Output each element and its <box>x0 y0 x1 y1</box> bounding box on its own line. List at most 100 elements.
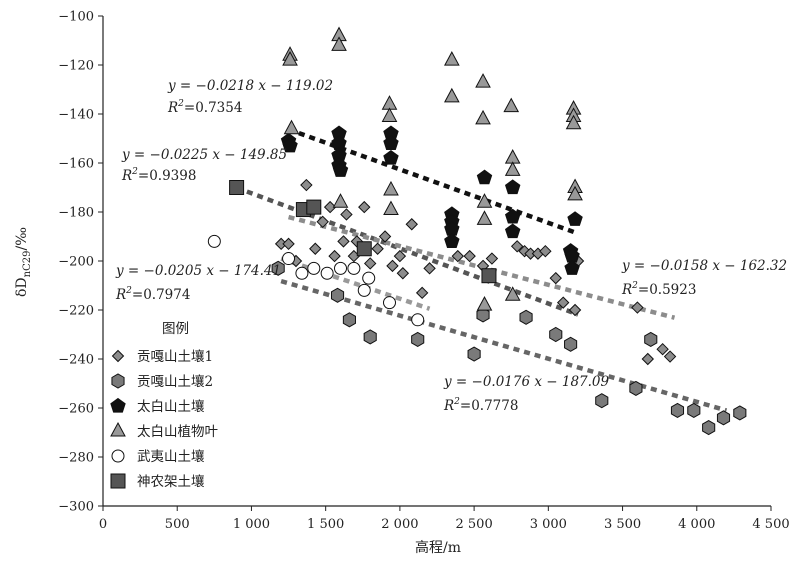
legend-marker-5 <box>111 449 125 463</box>
series-2 <box>271 260 747 436</box>
y-tick-label: −140 <box>58 108 94 123</box>
data-point <box>371 242 384 255</box>
data-point <box>342 312 356 328</box>
legend-label-6: 神农架土壤 <box>137 473 205 490</box>
data-point <box>378 230 392 243</box>
data-point <box>504 223 521 239</box>
equation-label-4: y = −0.0158 x − 162.32 <box>621 258 787 274</box>
data-point <box>539 244 552 258</box>
data-point <box>564 260 580 275</box>
data-point <box>332 162 349 177</box>
equation-label-5: y = −0.0176 x − 187.09 <box>443 374 610 390</box>
data-point <box>207 234 221 248</box>
data-point <box>476 210 493 225</box>
data-point <box>358 200 371 214</box>
data-point <box>595 393 609 409</box>
trendline-3 <box>280 256 431 311</box>
data-point <box>383 149 399 165</box>
legend-marker-1 <box>111 349 125 363</box>
data-point <box>504 149 521 164</box>
x-tick-label: 4 500 <box>752 517 789 532</box>
y-tick-label: −200 <box>58 255 94 270</box>
r2-value-4: =0.5923 <box>638 282 697 298</box>
data-point <box>383 200 399 216</box>
data-point <box>503 97 520 113</box>
r2-value-2: =0.9398 <box>138 168 197 184</box>
data-point <box>283 119 300 135</box>
data-point <box>386 259 399 273</box>
data-point <box>337 235 350 248</box>
r2-sup-4: 2 <box>631 281 638 291</box>
x-ticks: 0 500 1 000 1 500 2 000 2 500 3 000 3 500 4 000 4… <box>99 506 790 532</box>
data-point <box>568 303 582 317</box>
x-tick-label: 2 500 <box>456 517 493 532</box>
r2-value-1: =0.7354 <box>184 100 243 116</box>
data-point <box>363 257 377 270</box>
data-point <box>687 402 701 419</box>
legend-marker-4 <box>110 421 126 437</box>
data-point <box>309 242 322 255</box>
legend-marker-3 <box>110 397 126 413</box>
data-point <box>411 331 425 347</box>
data-point <box>518 244 531 258</box>
r2-letter-4: R <box>621 282 632 298</box>
r2-sup-1: 2 <box>177 99 184 109</box>
data-point <box>316 215 329 229</box>
r2-label-5: R2=0.7778 <box>443 397 518 414</box>
data-point <box>476 307 490 323</box>
data-point <box>383 135 399 150</box>
data-point <box>567 185 583 201</box>
data-point <box>444 51 460 66</box>
data-point <box>641 352 654 366</box>
data-point <box>393 249 407 263</box>
data-point <box>423 262 436 275</box>
data-point <box>644 331 658 347</box>
r2-letter-5: R <box>443 398 454 414</box>
data-point <box>476 193 493 208</box>
data-point <box>549 271 562 285</box>
data-point <box>362 271 376 285</box>
data-point <box>481 268 497 284</box>
data-point <box>702 420 716 436</box>
data-point <box>357 283 371 297</box>
r2-label-2: R2=0.9398 <box>121 167 196 184</box>
r2-label-3: R2=0.7974 <box>115 286 190 303</box>
x-tick-label: 0 <box>99 517 107 532</box>
x-tick-label: 4 000 <box>678 517 715 532</box>
y-axis-title-main: δD <box>14 277 30 297</box>
r2-sup-2: 2 <box>131 167 138 177</box>
y-axis-title: δDnC29/‰ <box>14 227 33 297</box>
legend-label-1: 贡嘎山土壤1 <box>137 348 213 365</box>
data-point <box>411 313 425 327</box>
legend-label-4: 太白山植物叶 <box>137 424 218 440</box>
data-point <box>382 296 396 310</box>
data-point <box>444 233 460 248</box>
r2-label-1: R2=0.7354 <box>167 99 242 116</box>
data-point <box>476 169 493 185</box>
x-axis-title: 高程/m <box>415 539 461 556</box>
y-axis-title-unit: /‰ <box>14 227 30 251</box>
data-point <box>340 208 353 221</box>
x-tick-label: 3 000 <box>530 517 567 532</box>
data-point <box>383 180 399 196</box>
r2-value-3: =0.7974 <box>132 287 191 303</box>
data-point <box>229 180 245 195</box>
data-point <box>328 249 341 263</box>
data-point <box>670 402 685 419</box>
trendline-2 <box>235 185 579 317</box>
data-point <box>467 346 481 362</box>
data-point <box>381 95 398 110</box>
data-point <box>629 380 643 396</box>
data-point <box>444 87 460 103</box>
data-point <box>565 114 582 130</box>
legend-label-2: 贡嘎山土壤2 <box>137 373 213 390</box>
data-point <box>504 179 521 195</box>
data-point <box>405 218 418 231</box>
y-tick-label: −240 <box>58 353 94 368</box>
data-point <box>320 266 334 280</box>
x-tick-label: 1 000 <box>233 517 270 532</box>
data-point <box>656 342 669 356</box>
data-point <box>381 107 398 122</box>
data-point <box>347 261 361 275</box>
